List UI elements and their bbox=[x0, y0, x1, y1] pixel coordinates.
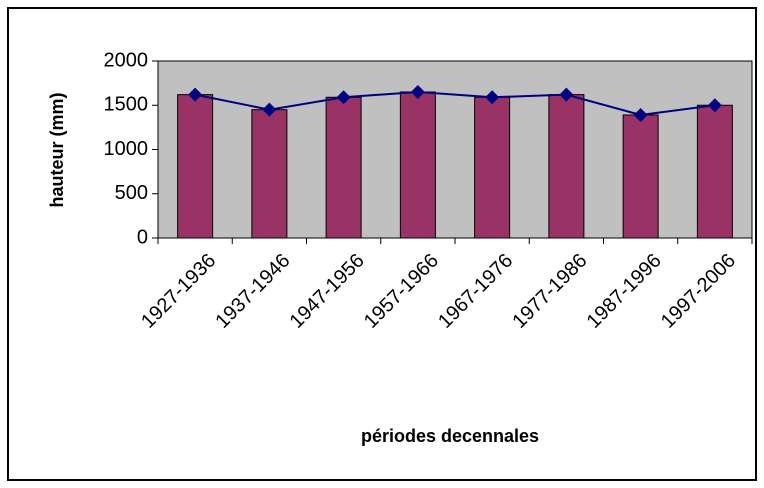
marker bbox=[559, 87, 574, 102]
y-tick-label: 1500 bbox=[104, 94, 149, 116]
bar bbox=[325, 96, 362, 239]
line bbox=[194, 90, 716, 117]
y-axis-title: hauteur (mm) bbox=[47, 92, 67, 207]
bar bbox=[399, 91, 436, 239]
plot-area bbox=[157, 60, 753, 239]
bar bbox=[696, 104, 733, 239]
marker bbox=[410, 84, 425, 99]
bar bbox=[622, 114, 659, 239]
marker bbox=[336, 90, 351, 105]
marker bbox=[485, 90, 500, 105]
bar bbox=[474, 96, 511, 239]
bar bbox=[548, 94, 585, 239]
y-tick-label: 500 bbox=[115, 182, 148, 204]
marker bbox=[707, 98, 722, 113]
marker bbox=[188, 87, 203, 102]
marker bbox=[633, 107, 648, 122]
bar bbox=[177, 94, 214, 239]
y-tick-label: 0 bbox=[137, 226, 148, 248]
marker bbox=[262, 102, 277, 117]
bar bbox=[251, 109, 288, 239]
x-axis-title: périodes decennales bbox=[361, 426, 539, 446]
y-tick-label: 1000 bbox=[104, 138, 149, 160]
y-tick-label: 2000 bbox=[104, 49, 149, 71]
